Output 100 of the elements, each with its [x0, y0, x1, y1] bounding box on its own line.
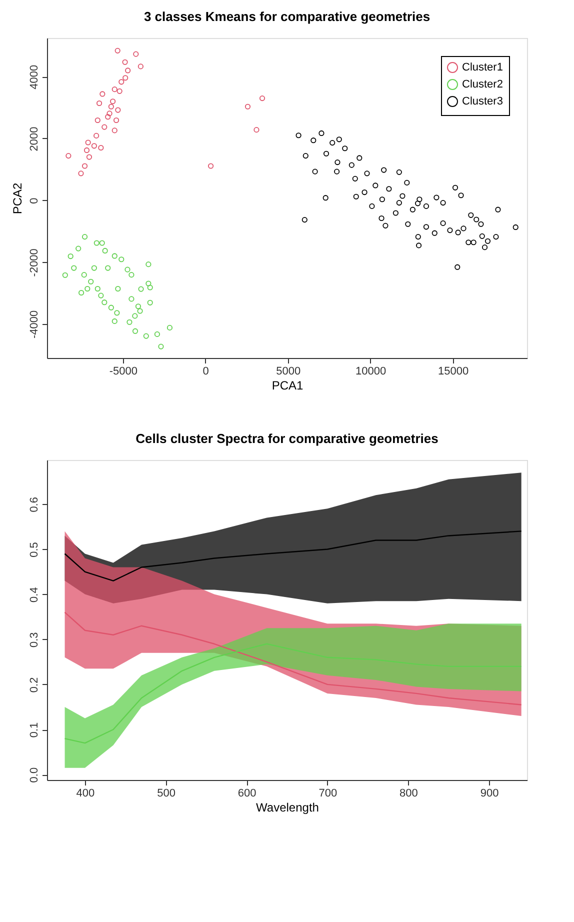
point — [455, 230, 461, 236]
point — [81, 272, 87, 278]
point — [244, 104, 251, 110]
point — [132, 328, 138, 334]
point — [112, 86, 118, 92]
point — [369, 203, 375, 209]
point — [154, 331, 160, 337]
point — [118, 256, 124, 262]
point — [259, 96, 266, 102]
point — [85, 140, 91, 146]
point — [484, 238, 491, 244]
point — [440, 200, 446, 206]
y-tick-label: 0 — [28, 198, 40, 204]
point — [114, 310, 120, 316]
point — [91, 143, 97, 149]
x-tick-label: 800 — [400, 788, 418, 800]
point — [113, 117, 120, 124]
point — [102, 300, 108, 306]
y-tick-label: 0.5 — [28, 542, 40, 558]
y-tick-label: 2000 — [28, 126, 40, 152]
point — [146, 262, 152, 268]
point — [432, 230, 438, 236]
point — [98, 144, 104, 151]
point — [82, 234, 88, 240]
point — [208, 163, 214, 169]
point — [84, 286, 90, 292]
point — [336, 136, 342, 142]
x-tick-label: 0 — [202, 366, 209, 378]
point — [495, 206, 501, 212]
point — [334, 160, 340, 166]
point — [434, 194, 440, 200]
point — [118, 79, 124, 85]
point — [71, 265, 77, 271]
point — [108, 104, 114, 110]
point — [94, 240, 100, 246]
x-tick-label: 500 — [157, 788, 176, 800]
y-tick-label: 0.0 — [28, 767, 40, 783]
point — [342, 146, 348, 152]
point — [302, 153, 308, 159]
point — [82, 163, 88, 169]
point — [126, 319, 132, 325]
point — [478, 221, 484, 227]
x-tick-label: 700 — [318, 788, 338, 800]
point — [62, 272, 68, 278]
y-tick-label: 0.1 — [28, 722, 40, 738]
point — [96, 100, 102, 106]
point — [146, 280, 152, 286]
point — [364, 170, 370, 176]
y-tick-label: -4000 — [28, 310, 40, 339]
point — [114, 48, 120, 54]
y-tick-label: 0.3 — [28, 632, 40, 648]
point — [78, 290, 84, 296]
point — [352, 176, 358, 182]
chart-title: 3 classes Kmeans for comparative geometries — [144, 9, 430, 24]
x-tick-label: 5000 — [276, 366, 301, 378]
x-tick-label: 10000 — [356, 366, 386, 378]
x-tick-label: 400 — [76, 788, 95, 800]
point — [416, 196, 422, 202]
point — [254, 127, 260, 133]
point — [381, 167, 387, 173]
chart-title: Cells cluster Spectra for comparative geometries — [136, 431, 438, 446]
point — [512, 224, 518, 230]
point — [322, 195, 328, 201]
point — [392, 210, 398, 216]
point — [382, 222, 388, 228]
point — [460, 226, 466, 232]
y-axis-title: PCA2 — [10, 182, 24, 214]
point — [356, 155, 362, 161]
y-tick-label: 0.2 — [28, 677, 40, 693]
legend-label: Cluster3 — [462, 96, 503, 108]
point — [296, 132, 302, 138]
point — [405, 221, 411, 227]
point — [133, 51, 139, 57]
legend-label: Cluster1 — [462, 62, 503, 74]
point — [105, 265, 111, 271]
point — [468, 212, 474, 218]
point — [115, 286, 121, 292]
point — [372, 182, 378, 188]
point — [78, 170, 84, 176]
point — [447, 228, 453, 234]
point — [415, 200, 421, 206]
point — [479, 233, 485, 239]
point — [105, 114, 111, 120]
point — [76, 246, 82, 252]
point — [94, 286, 100, 292]
point — [88, 278, 94, 284]
point — [330, 140, 336, 146]
point — [135, 304, 142, 310]
point — [454, 264, 460, 270]
y-tick-label: 4000 — [28, 64, 40, 90]
point — [158, 344, 164, 350]
point — [452, 184, 458, 190]
point — [128, 296, 134, 302]
point — [143, 333, 149, 339]
point — [66, 153, 72, 159]
legend-label: Cluster2 — [462, 78, 503, 90]
point — [379, 196, 385, 202]
point — [353, 194, 359, 200]
point — [128, 272, 134, 278]
x-axis-title: Wavelength — [256, 800, 319, 814]
